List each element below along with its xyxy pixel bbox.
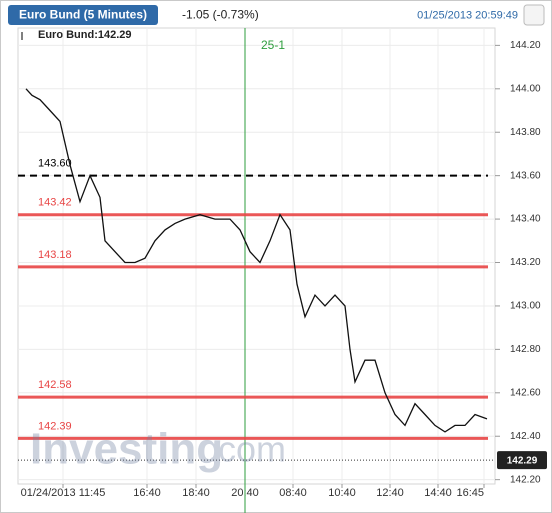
change: -1.05 (-0.73%) bbox=[182, 8, 259, 22]
timestamp: 01/25/2013 20:59:49 bbox=[417, 9, 518, 21]
x-tick-label: 16:40 bbox=[133, 487, 161, 499]
last-price-box bbox=[497, 451, 547, 470]
y-tick-label: 143.00 bbox=[510, 301, 541, 312]
x-tick-label: 10:40 bbox=[328, 487, 356, 499]
y-tick-label: 143.20 bbox=[510, 257, 541, 268]
x-tick-label: 12:40 bbox=[376, 487, 404, 499]
level-label: 143.18 bbox=[38, 249, 72, 261]
legend-label: Euro Bund:142.29 bbox=[38, 29, 132, 41]
chart-title: Euro Bund (5 Minutes) bbox=[19, 8, 147, 22]
plot-frame bbox=[17, 27, 496, 485]
watermark-main: Investing bbox=[30, 425, 223, 474]
price-line bbox=[25, 88, 488, 433]
y-tick-label: 142.20 bbox=[510, 474, 541, 485]
level-label: 143.60 bbox=[38, 158, 72, 170]
level-label: 142.58 bbox=[38, 379, 72, 391]
x-tick-label: 08:40 bbox=[279, 487, 307, 499]
watermark-suffix: .com bbox=[208, 429, 286, 470]
y-tick-label: 143.40 bbox=[510, 214, 541, 225]
y-tick-label: 142.40 bbox=[510, 431, 541, 442]
y-tick-label: 143.60 bbox=[510, 170, 541, 181]
watermark: Investing .com bbox=[30, 425, 286, 474]
expand-button[interactable] bbox=[523, 4, 545, 26]
session-marker-label: 25-1 bbox=[261, 38, 285, 52]
x-tick-label: 16:45 bbox=[456, 487, 484, 499]
x-tick-label: 14:40 bbox=[424, 487, 452, 499]
y-tick-label: 142.80 bbox=[510, 344, 541, 355]
y-tick-label: 144.00 bbox=[510, 83, 541, 94]
x-tick-label: 18:40 bbox=[182, 487, 210, 499]
level-label: 143.42 bbox=[38, 197, 72, 209]
level-label: 142.39 bbox=[38, 420, 72, 432]
last-price-label: 142.29 bbox=[507, 455, 538, 466]
title-tab bbox=[8, 5, 158, 25]
y-tick-label: 142.60 bbox=[510, 387, 541, 398]
x-tick-label: 01/24/2013 11:45 bbox=[21, 487, 106, 499]
y-tick-label: 144.20 bbox=[510, 40, 541, 51]
y-tick-label: 143.80 bbox=[510, 127, 541, 138]
